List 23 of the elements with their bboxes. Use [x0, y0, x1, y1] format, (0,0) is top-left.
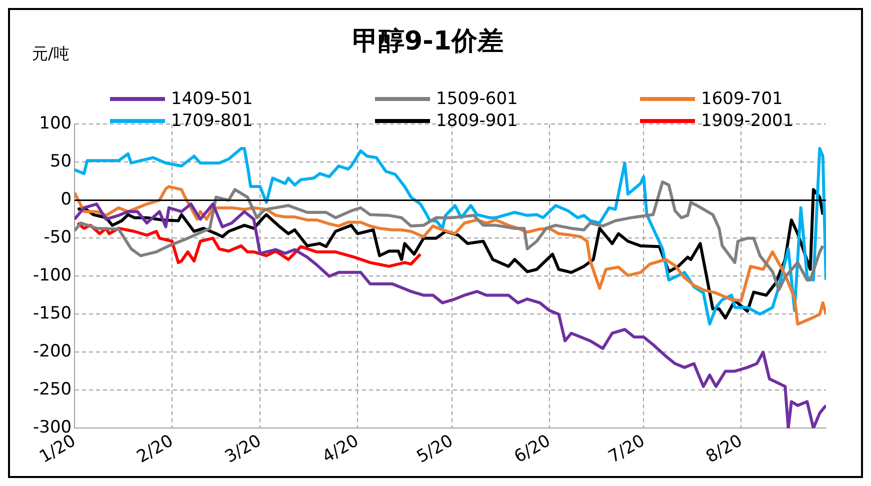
y-tick-label: 0	[60, 190, 72, 210]
x-tick-label: 5/20	[414, 430, 457, 468]
legend-label: 1709-801	[171, 110, 253, 132]
y-tick-label: -250	[32, 380, 72, 400]
y-tick-label: -50	[44, 228, 72, 248]
y-tick-label: 50	[50, 152, 72, 172]
x-tick-label: 4/20	[319, 430, 362, 468]
y-tick-label: 100	[39, 114, 72, 134]
chart-title: 甲醇9-1价差	[352, 26, 504, 56]
legend-label: 1409-501	[171, 88, 253, 110]
y-tick-label: -150	[32, 304, 72, 324]
x-tick-label: 6/20	[510, 430, 554, 468]
legend-label: 1609-701	[701, 88, 783, 110]
legend-label: 1809-901	[436, 110, 518, 132]
x-tick-label: 7/20	[605, 430, 648, 468]
x-tick-label: 8/20	[702, 430, 746, 468]
y-tick-label: -100	[32, 266, 72, 286]
legend-label: 1509-601	[436, 88, 518, 110]
x-tick-label: 3/20	[222, 430, 265, 468]
y-tick-label: -200	[32, 342, 72, 362]
y-axis-title: 元/吨	[32, 44, 70, 64]
x-tick-label: 2/20	[134, 430, 177, 468]
legend-label: 1909-2001	[701, 110, 794, 132]
